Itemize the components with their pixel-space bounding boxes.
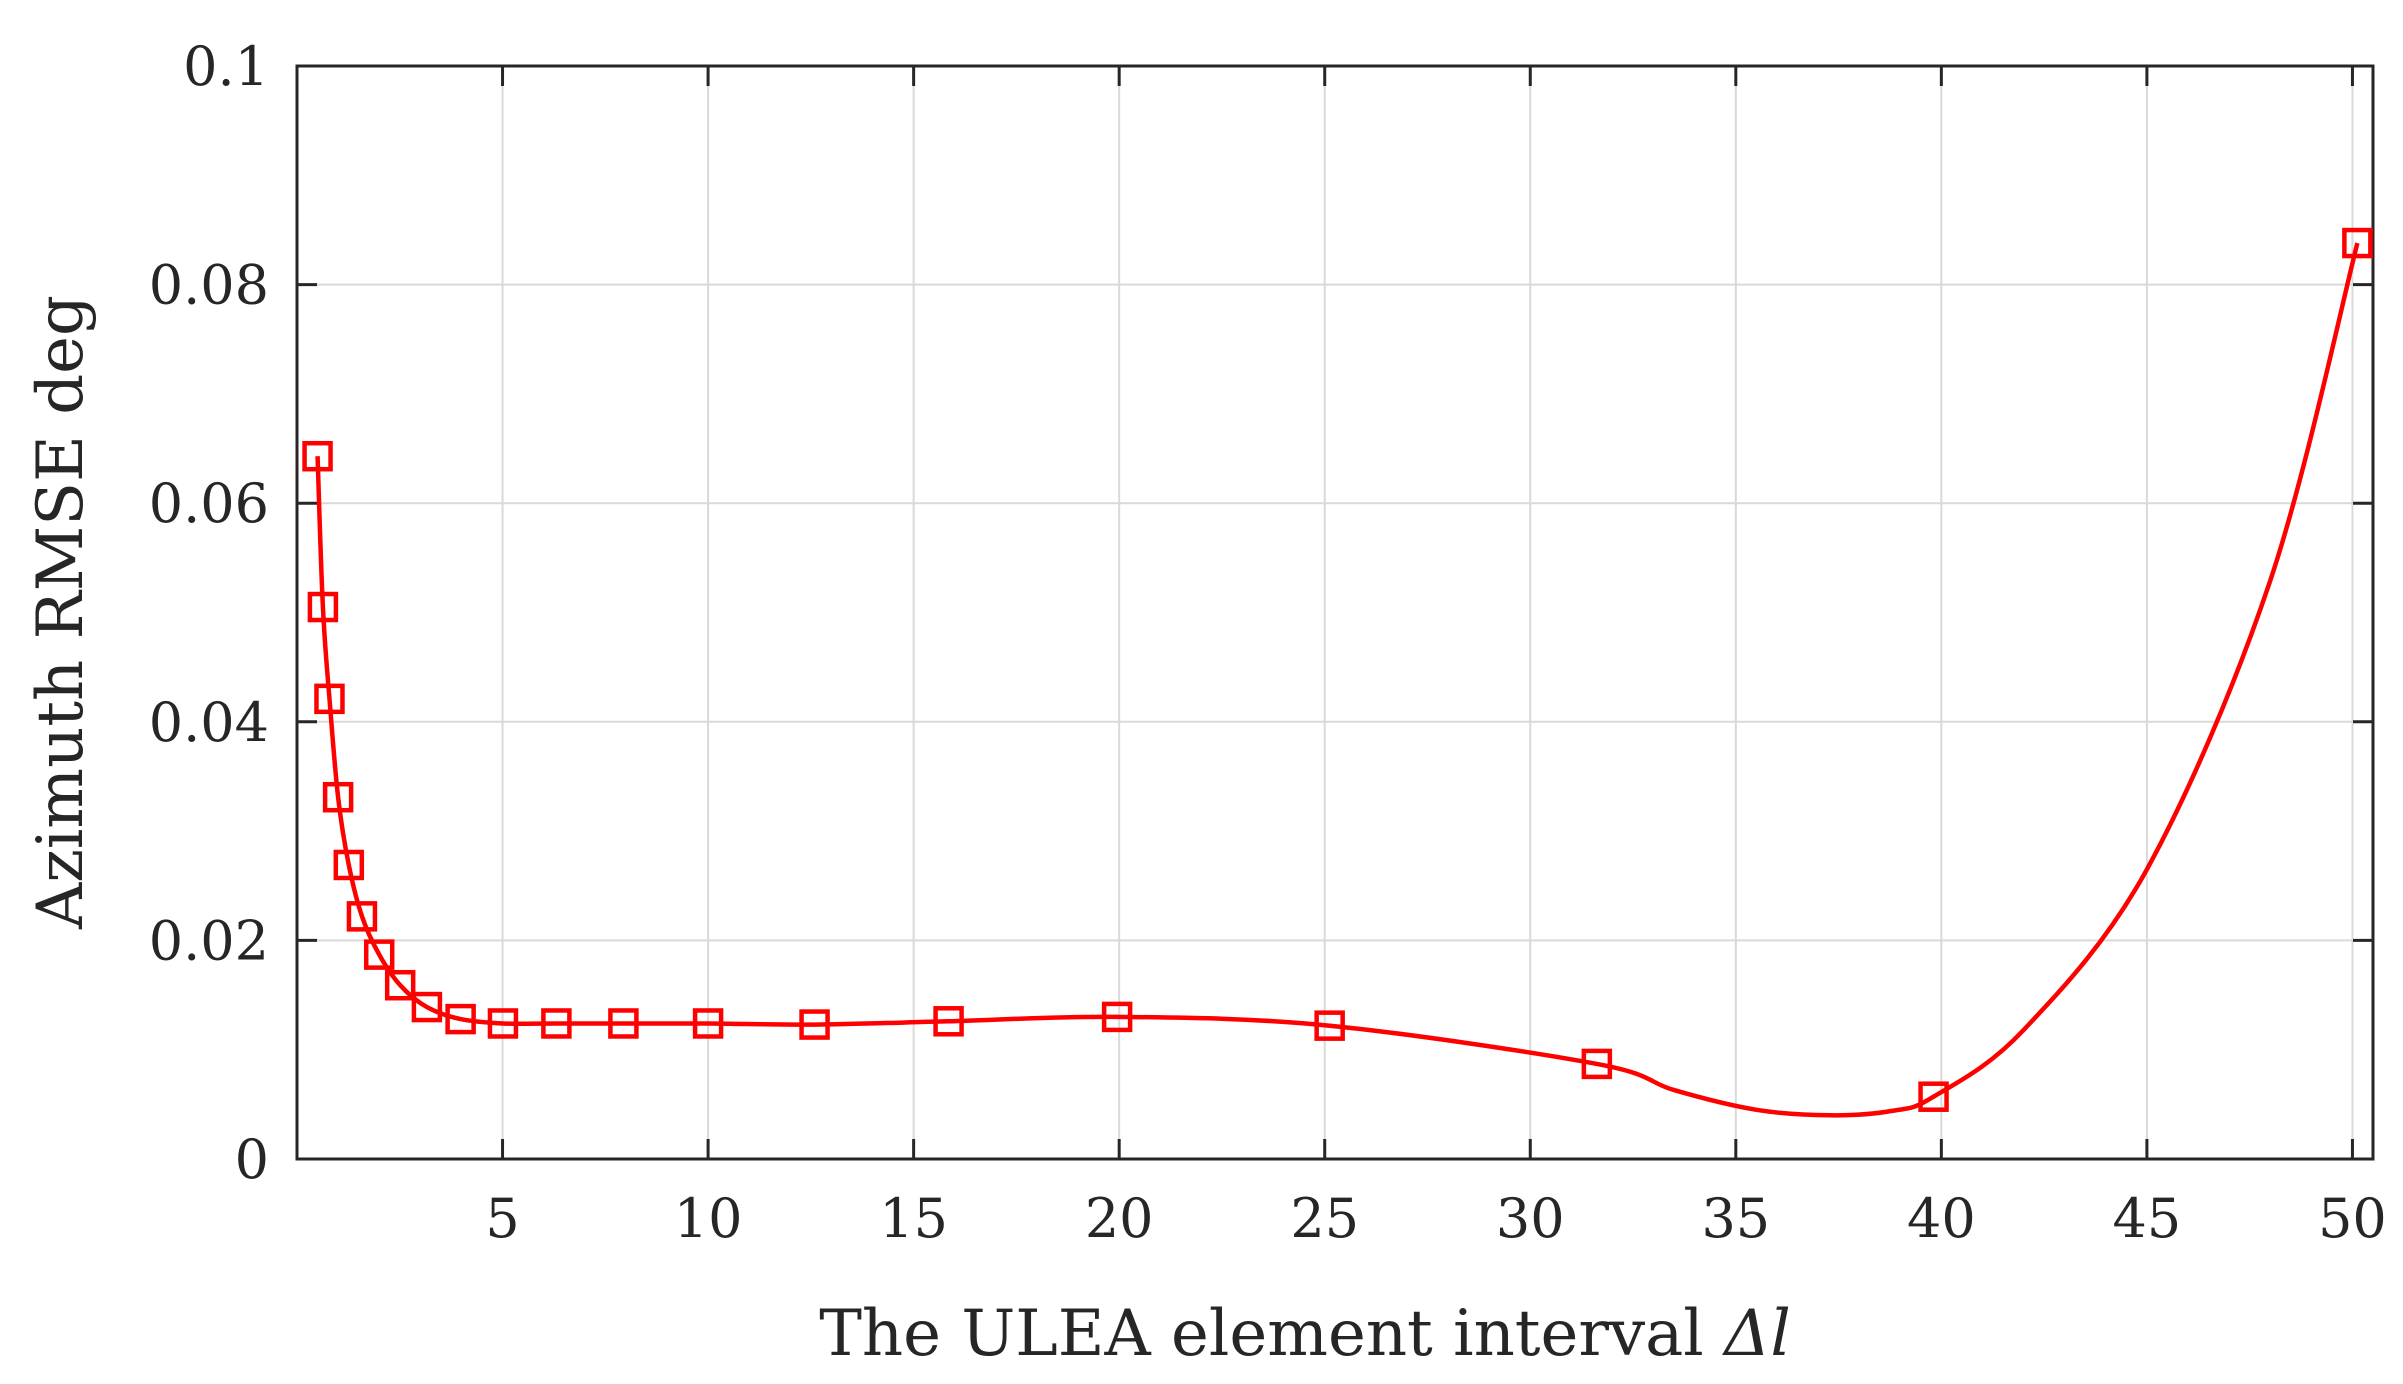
- tick-labels: 5 10 15 20 25 30 35 40 45 50 0 0.02 0.04 0.06 0.08 0.1: [149, 35, 2387, 1250]
- y-axis-title: Azimuth RMSE deg: [24, 295, 98, 930]
- data-point-marker: [384, 969, 416, 1001]
- data-point-marker: [692, 1008, 724, 1039]
- x-axis-symbol: Δl: [1721, 1297, 1791, 1371]
- y-tick-label: 0.08: [149, 254, 269, 317]
- x-tick-label: 35: [1701, 1187, 1770, 1250]
- series-line: [315, 242, 2360, 1118]
- data-point-marker: [411, 991, 443, 1023]
- data-point-marker: [363, 939, 395, 970]
- data-point-marker: [608, 1008, 639, 1039]
- y-tick-label: 0.1: [183, 35, 269, 98]
- data-point-marker: [314, 683, 345, 715]
- data-point-marker: [541, 1008, 572, 1039]
- x-tick-label: 50: [2318, 1187, 2387, 1250]
- data-point-marker: [799, 1009, 830, 1040]
- data-point-marker: [302, 440, 333, 472]
- series-line-layer: [315, 242, 2360, 1118]
- y-tick-label: 0.06: [149, 472, 269, 535]
- x-axis-title: The ULEA element interval Δl: [819, 1297, 1791, 1371]
- data-point-marker: [346, 901, 378, 932]
- data-point-marker: [307, 591, 339, 623]
- data-point-marker: [2342, 227, 2373, 259]
- x-tick-label: 20: [1085, 1187, 1154, 1250]
- grid-lines: [297, 65, 2373, 1160]
- data-point-marker: [333, 849, 365, 881]
- y-tick-label: 0: [235, 1128, 269, 1191]
- x-tick-label: 30: [1496, 1187, 1565, 1250]
- x-tick-label: 15: [879, 1187, 948, 1250]
- data-point-marker: [487, 1008, 519, 1039]
- y-tick-label: 0.02: [149, 909, 269, 972]
- data-point-marker: [445, 1003, 476, 1035]
- x-tick-label: 10: [674, 1187, 743, 1250]
- axis-ticks: [297, 64, 2373, 1161]
- data-point-marker: [933, 1006, 964, 1037]
- x-tick-label: 5: [485, 1187, 519, 1250]
- data-point-marker: [1581, 1048, 1613, 1080]
- data-point-marker: [1314, 1010, 1345, 1041]
- data-point-marker: [322, 781, 354, 813]
- plot-frame: [295, 64, 2375, 1161]
- y-tick-label: 0.04: [149, 691, 269, 754]
- series-markers: [302, 227, 2373, 1112]
- x-tick-label: 40: [1907, 1187, 1976, 1250]
- data-point-marker: [1101, 1001, 1133, 1033]
- x-tick-label: 25: [1290, 1187, 1359, 1250]
- x-tick-label: 45: [2113, 1187, 2182, 1250]
- data-point-marker: [1918, 1081, 1949, 1112]
